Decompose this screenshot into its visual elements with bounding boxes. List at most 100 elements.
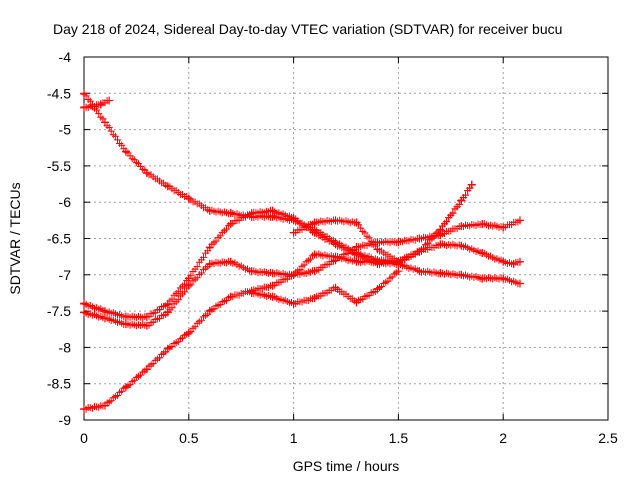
data-point [142, 365, 151, 374]
data-point [80, 103, 88, 112]
data-point [457, 196, 466, 205]
data-point [352, 250, 361, 259]
data-point [226, 292, 235, 301]
data-point [247, 209, 256, 218]
data-point [80, 89, 88, 98]
data-point [352, 257, 361, 266]
data-point [436, 240, 445, 249]
data-point [289, 228, 298, 237]
data-point [352, 243, 361, 252]
data-point [80, 405, 88, 414]
data-point [289, 270, 298, 279]
data-point [515, 257, 524, 266]
x-tick-label: 0 [80, 430, 88, 446]
data-point [373, 245, 382, 254]
y-tick-label: -6 [59, 194, 72, 210]
data-point [394, 257, 403, 266]
data-point [268, 269, 277, 278]
y-tick-label: -8.5 [47, 376, 71, 392]
data-point [289, 299, 298, 308]
data-point [478, 249, 487, 258]
data-point [499, 257, 508, 266]
data-point [509, 259, 518, 268]
data-point [331, 283, 340, 292]
data-point [515, 216, 524, 225]
data-point [100, 307, 109, 316]
data-point [226, 257, 235, 266]
data-point [310, 267, 319, 276]
data-point [457, 222, 466, 231]
data-point [331, 252, 340, 261]
y-tick-label: -7 [59, 267, 72, 283]
data-point [100, 401, 109, 410]
data-point [96, 100, 105, 109]
data-point [247, 267, 256, 276]
data-point [352, 298, 361, 307]
data-point [184, 194, 193, 203]
data-point [121, 147, 130, 156]
data-point [100, 314, 109, 323]
data-point [499, 223, 508, 232]
data-point [105, 96, 114, 105]
x-axis-label: GPS time / hours [293, 458, 400, 474]
data-point [394, 238, 403, 247]
data-point [205, 243, 214, 252]
data-point [163, 182, 172, 191]
data-point [499, 274, 508, 283]
data-point [142, 169, 151, 178]
data-point [268, 206, 277, 215]
x-tick-label: 1 [290, 430, 298, 446]
data-point [436, 269, 445, 278]
data-point [515, 279, 524, 288]
data-point [247, 288, 256, 297]
data-point [121, 383, 130, 392]
data-point [163, 299, 172, 308]
data-point [121, 320, 130, 329]
data-point [310, 294, 319, 303]
data-point [205, 206, 214, 215]
series-satellite-6 [247, 267, 403, 308]
y-tick-label: -7.5 [47, 303, 71, 319]
data-point [394, 267, 403, 276]
data-point [268, 292, 277, 301]
data-point [478, 274, 487, 283]
data-point [100, 118, 109, 127]
grid [84, 57, 608, 420]
axis-ticks: 0 0.5 1 1.5 2 2.5 -9 -8.5 -8 -7.5 -7 -6.5 -6 -5.5 -5 -4… [47, 49, 618, 446]
y-tick-label: -5 [59, 122, 72, 138]
series-satellite-7 [289, 180, 476, 266]
y-axis-label: SDTVAR / TECUs [7, 182, 23, 294]
series-satellite-5 [80, 250, 524, 414]
data-series [80, 89, 524, 414]
y-tick-label: -8 [59, 339, 72, 355]
series-satellite-3 [80, 206, 524, 322]
data-point [478, 219, 487, 228]
y-tick-label: -4 [59, 49, 72, 65]
data-point [331, 240, 340, 249]
data-point [467, 180, 476, 189]
data-point [415, 267, 424, 276]
x-tick-label: 0.5 [179, 430, 199, 446]
data-point [436, 225, 445, 234]
series-satellite-4 [80, 216, 524, 330]
data-point [226, 219, 235, 228]
data-point [415, 234, 424, 243]
data-point [331, 216, 340, 225]
data-point [142, 312, 151, 321]
data-point [205, 259, 214, 268]
x-tick-label: 1.5 [389, 430, 409, 446]
data-point [310, 250, 319, 259]
data-point [310, 218, 319, 227]
data-point [373, 285, 382, 294]
data-point [121, 312, 130, 321]
data-point [184, 281, 193, 290]
data-point [88, 102, 97, 111]
data-point [142, 321, 151, 330]
y-tick-label: -5.5 [47, 158, 71, 174]
data-point [163, 308, 172, 317]
data-point [352, 218, 361, 227]
data-point [373, 238, 382, 247]
data-point [268, 281, 277, 290]
